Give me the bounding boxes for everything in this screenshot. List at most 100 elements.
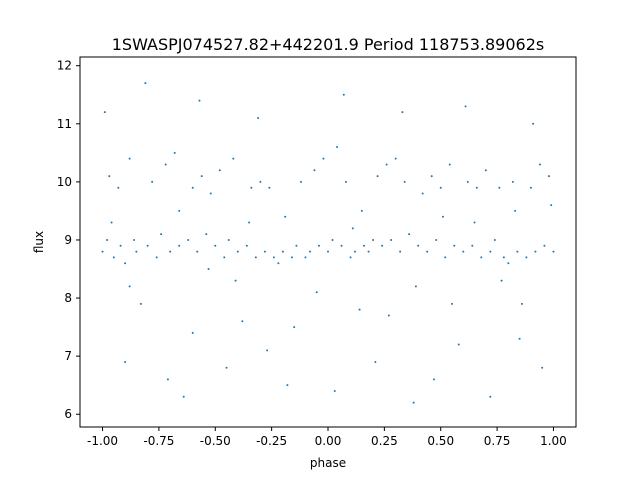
data-point xyxy=(448,163,451,166)
data-point xyxy=(293,326,296,329)
data-point xyxy=(200,175,203,178)
data-point xyxy=(248,221,251,224)
data-point xyxy=(399,250,402,253)
data-point xyxy=(196,250,199,253)
data-point xyxy=(299,180,302,183)
points-layer xyxy=(101,82,555,404)
x-tick-label: 0.50 xyxy=(427,434,454,448)
data-point xyxy=(250,186,253,189)
y-tick-label: 8 xyxy=(64,291,72,305)
data-point xyxy=(414,285,417,288)
data-point xyxy=(227,238,230,241)
data-point xyxy=(376,175,379,178)
data-point xyxy=(489,250,492,253)
data-point xyxy=(502,256,505,259)
x-tick-label: -0.25 xyxy=(256,434,287,448)
data-point xyxy=(345,180,348,183)
data-point xyxy=(529,186,532,189)
data-point xyxy=(331,238,334,241)
data-point xyxy=(317,244,320,247)
data-point xyxy=(110,221,113,224)
data-point xyxy=(313,169,316,172)
data-point xyxy=(254,256,257,259)
data-point xyxy=(236,250,239,253)
data-point xyxy=(144,82,147,85)
x-tick-label: -0.50 xyxy=(200,434,231,448)
data-point xyxy=(462,250,465,253)
data-point xyxy=(538,163,541,166)
data-point xyxy=(489,395,492,398)
data-point xyxy=(112,256,115,259)
data-point xyxy=(290,256,293,259)
data-point xyxy=(547,175,550,178)
y-tick-label: 9 xyxy=(64,233,72,247)
data-point xyxy=(106,238,109,241)
data-point xyxy=(426,250,429,253)
data-point xyxy=(272,256,275,259)
y-axis-label: flux xyxy=(32,231,46,253)
data-point xyxy=(363,244,366,247)
y-axis: 6 7 8 9 10 11 12 xyxy=(57,59,80,421)
data-point xyxy=(500,279,503,282)
data-point xyxy=(441,215,444,218)
data-point xyxy=(484,169,487,172)
data-point xyxy=(241,320,244,323)
data-point xyxy=(257,116,260,119)
data-point xyxy=(403,180,406,183)
data-point xyxy=(453,244,456,247)
data-point xyxy=(108,175,111,178)
data-point xyxy=(173,151,176,154)
data-point xyxy=(178,244,181,247)
data-point xyxy=(187,238,190,241)
data-point xyxy=(101,250,104,253)
data-point xyxy=(160,233,163,236)
data-point xyxy=(475,186,478,189)
data-point xyxy=(182,395,185,398)
data-point xyxy=(191,186,194,189)
data-point xyxy=(541,366,544,369)
data-point xyxy=(435,238,438,241)
data-point xyxy=(155,256,158,259)
data-point xyxy=(511,180,514,183)
data-point xyxy=(234,279,237,282)
data-point xyxy=(349,256,352,259)
data-point xyxy=(520,302,523,305)
data-point xyxy=(281,250,284,253)
data-point xyxy=(268,186,271,189)
data-point xyxy=(444,256,447,259)
data-point xyxy=(464,105,467,108)
y-tick-label: 10 xyxy=(57,175,72,189)
data-point xyxy=(135,250,138,253)
data-point xyxy=(139,302,142,305)
data-point xyxy=(308,250,311,253)
data-point xyxy=(245,244,248,247)
data-point xyxy=(471,244,474,247)
data-point xyxy=(117,186,120,189)
data-point xyxy=(367,250,370,253)
data-point xyxy=(394,157,397,160)
data-point xyxy=(534,250,537,253)
data-point xyxy=(164,163,167,166)
data-point xyxy=(166,378,169,381)
x-axis: -1.00 -0.75 -0.50 -0.25 0.00 0.25 0.50 0.75 1.00 xyxy=(87,427,567,448)
data-point xyxy=(550,204,553,207)
data-point xyxy=(358,308,361,311)
data-point xyxy=(525,256,528,259)
data-point xyxy=(327,250,329,253)
y-tick-label: 12 xyxy=(57,59,72,73)
y-tick-label: 11 xyxy=(57,117,72,131)
x-tick-label: 0.00 xyxy=(315,434,342,448)
data-point xyxy=(421,192,424,195)
data-point xyxy=(466,180,469,183)
data-point xyxy=(286,384,289,387)
data-point xyxy=(390,238,393,241)
data-point xyxy=(493,238,496,241)
data-point xyxy=(198,99,201,102)
data-point xyxy=(360,209,363,212)
y-tick-label: 7 xyxy=(64,349,72,363)
data-point xyxy=(401,111,404,114)
x-tick-label: -0.75 xyxy=(143,434,174,448)
x-axis-label: phase xyxy=(310,456,346,470)
data-point xyxy=(322,157,325,160)
data-point xyxy=(133,238,136,241)
